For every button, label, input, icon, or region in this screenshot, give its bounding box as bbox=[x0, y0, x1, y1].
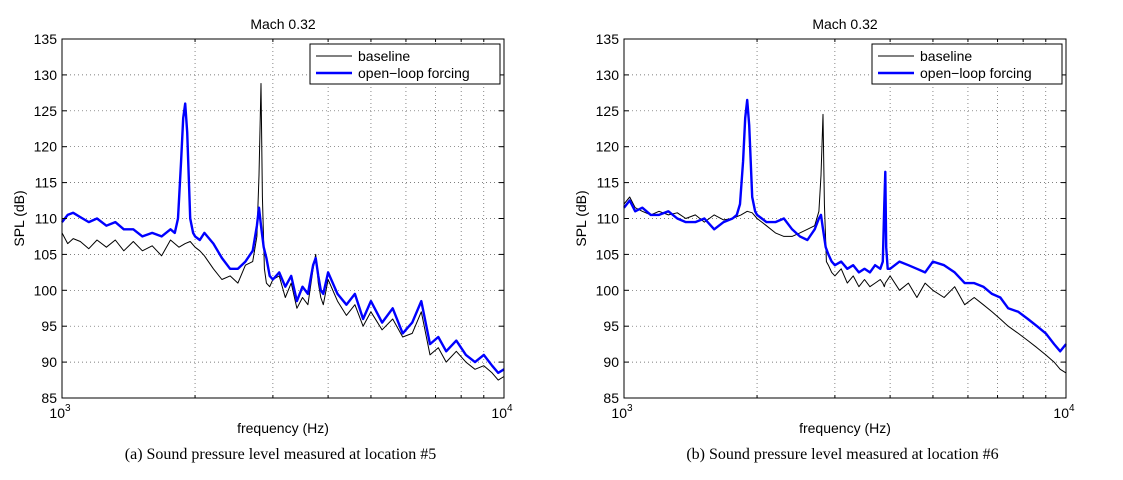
y-tick-label: 120 bbox=[596, 139, 620, 155]
y-tick-label: 125 bbox=[34, 103, 58, 119]
y-tick-label: 125 bbox=[596, 103, 620, 119]
y-tick-label: 105 bbox=[34, 246, 58, 262]
chart-b-svg: 85 90 95 100 105 110 115 120 125 130 135 103 104 Mach… bbox=[573, 16, 1075, 436]
y-tick-label: 120 bbox=[34, 139, 58, 155]
x-tick-label: 103 bbox=[611, 403, 633, 421]
chart-panel-b: 85 90 95 100 105 110 115 120 125 130 135 103 104 Mach… bbox=[562, 0, 1123, 480]
chart-panel-a: 85 90 95 100 105 110 115 120 125 130 135 103 104 Mach… bbox=[0, 0, 561, 480]
x-axis-label: frequency (Hz) bbox=[799, 420, 891, 436]
y-tick-label: 135 bbox=[596, 31, 620, 47]
chart-title: Mach 0.32 bbox=[250, 16, 316, 32]
x-tick-label: 104 bbox=[491, 403, 513, 421]
series-line-baseline bbox=[61, 83, 505, 381]
y-tick-label: 135 bbox=[34, 31, 58, 47]
chart-a-svg: 85 90 95 100 105 110 115 120 125 130 135 103 104 Mach… bbox=[11, 16, 513, 436]
y-tick-label: 115 bbox=[35, 175, 58, 191]
legend-label: open−loop forcing bbox=[920, 65, 1032, 81]
y-tick-label: 95 bbox=[603, 318, 619, 334]
y-tick-label: 110 bbox=[597, 211, 620, 227]
caption-a: (a) Sound pressure level measured at loc… bbox=[124, 446, 437, 463]
y-tick-label: 85 bbox=[41, 390, 57, 406]
y-tick-label: 110 bbox=[35, 211, 58, 227]
grid bbox=[624, 39, 1066, 398]
x-axis-label: frequency (Hz) bbox=[237, 420, 329, 436]
y-tick-label: 90 bbox=[41, 354, 57, 370]
y-axis-label: SPL (dB) bbox=[11, 190, 27, 246]
y-tick-label: 95 bbox=[41, 318, 57, 334]
y-axis-label: SPL (dB) bbox=[573, 190, 589, 246]
legend-box bbox=[309, 43, 501, 85]
series-line-open-loop-forcing bbox=[623, 98, 1067, 353]
y-tick-label: 100 bbox=[34, 282, 58, 298]
y-tick-label: 115 bbox=[597, 175, 620, 191]
chart-title: Mach 0.32 bbox=[812, 16, 878, 32]
legend-label: baseline bbox=[358, 48, 410, 64]
y-tick-label: 130 bbox=[34, 67, 58, 83]
y-tick-label: 85 bbox=[603, 390, 619, 406]
caption-b: (b) Sound pressure level measured at loc… bbox=[686, 446, 999, 463]
y-tick-label: 105 bbox=[596, 246, 620, 262]
legend-box bbox=[871, 43, 1063, 85]
x-tick-label: 103 bbox=[49, 403, 71, 421]
legend-label: baseline bbox=[920, 48, 972, 64]
y-tick-label: 130 bbox=[596, 67, 620, 83]
legend-label: open−loop forcing bbox=[358, 65, 470, 81]
series-line-baseline bbox=[623, 113, 1067, 374]
y-tick-label: 100 bbox=[596, 282, 620, 298]
series-line-open-loop-forcing bbox=[61, 102, 505, 375]
x-tick-label: 104 bbox=[1053, 403, 1075, 421]
y-tick-label: 90 bbox=[603, 354, 619, 370]
